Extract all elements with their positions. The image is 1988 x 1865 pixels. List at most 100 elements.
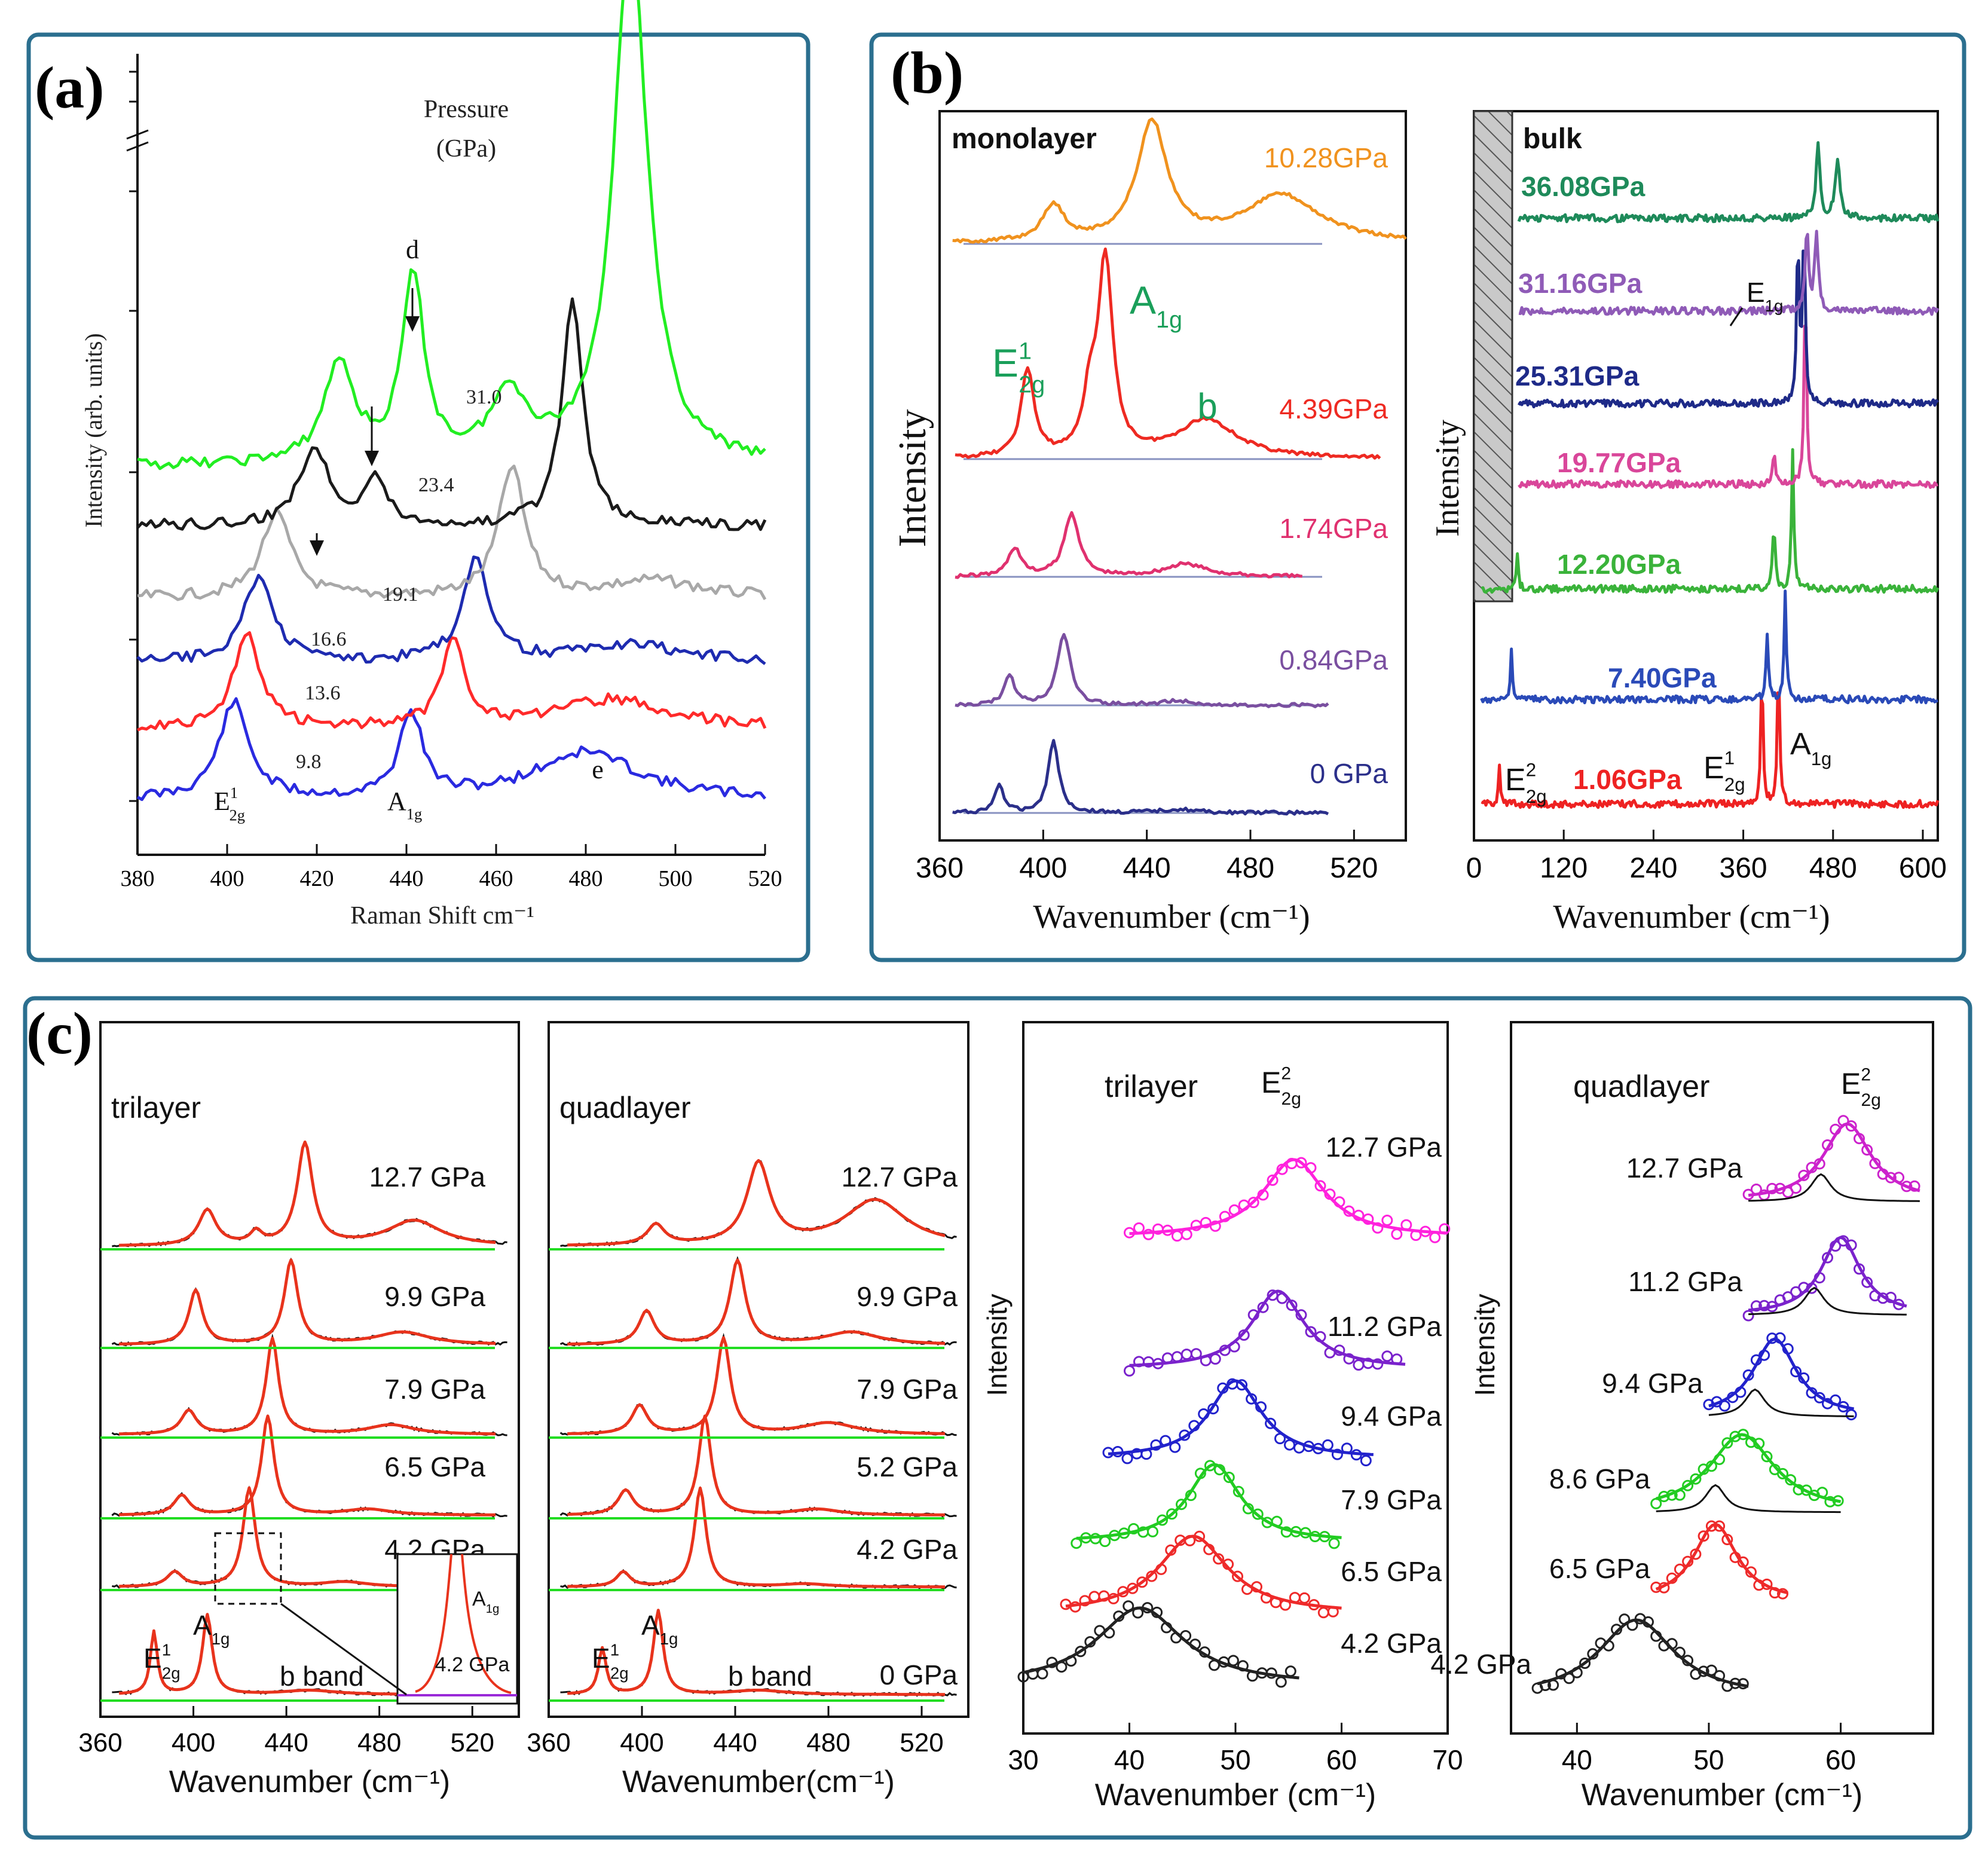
ct2-data-point bbox=[1267, 1174, 1279, 1186]
panel-b-label: (b) bbox=[891, 39, 964, 106]
bm-series-line bbox=[955, 247, 1381, 460]
ct2-data-point bbox=[1219, 1344, 1231, 1356]
ct2-data-point bbox=[1171, 1230, 1183, 1242]
ct2-data-point bbox=[1353, 1209, 1365, 1221]
cq2-data-point bbox=[1735, 1386, 1747, 1398]
ct2-data-point bbox=[1046, 1656, 1058, 1668]
panel-a-frame bbox=[26, 32, 811, 962]
a-series-label: 16.6 bbox=[311, 628, 347, 650]
cq2-data-point bbox=[1539, 1680, 1551, 1691]
ct2-data-point bbox=[1209, 1220, 1221, 1232]
panel-a-label: (a) bbox=[35, 54, 105, 121]
cq2-data-point bbox=[1602, 1640, 1614, 1652]
ct2-data-point bbox=[1188, 1420, 1200, 1432]
bm-series-line bbox=[955, 511, 1303, 579]
ct2-xtick-label: 60 bbox=[1326, 1744, 1357, 1775]
cq2-data-point bbox=[1742, 1188, 1754, 1200]
cq2-data-point bbox=[1798, 1372, 1810, 1384]
ct-inset-fit bbox=[415, 1554, 512, 1694]
bm-series-label: 4.39GPa bbox=[1279, 393, 1388, 424]
bm-xtick-label: 520 bbox=[1330, 852, 1378, 884]
ct2-data-point bbox=[1065, 1655, 1077, 1667]
ct2-data-point bbox=[1381, 1215, 1393, 1226]
ct2-data-point bbox=[1232, 1570, 1243, 1582]
ct2-data-point bbox=[1136, 1576, 1148, 1588]
bm-y-label: Intensity bbox=[891, 409, 934, 548]
cq2-series-fit bbox=[1748, 1236, 1907, 1312]
a-xtick-label: 520 bbox=[748, 866, 782, 891]
cq2-data-point bbox=[1845, 1409, 1857, 1421]
a-series-line bbox=[137, 464, 767, 601]
cq2-series-label: 6.5 GPa bbox=[1549, 1553, 1650, 1584]
ct2-data-point bbox=[1155, 1563, 1167, 1575]
cq2-series-label: 11.2 GPa bbox=[1628, 1266, 1742, 1297]
ct2-data-point bbox=[1276, 1292, 1288, 1304]
ct-series-fit bbox=[119, 1414, 496, 1517]
ct2-data-point bbox=[1088, 1591, 1100, 1603]
ct2-title: trilayer bbox=[1105, 1069, 1198, 1104]
ct-series-fit bbox=[119, 1141, 496, 1247]
bm-series-label: 10.28GPa bbox=[1264, 142, 1388, 173]
ct-xtick-label: 440 bbox=[264, 1728, 308, 1757]
ct2-data-point bbox=[1261, 1592, 1272, 1604]
ct2-data-point bbox=[1343, 1353, 1355, 1365]
ct2-data-point bbox=[1157, 1514, 1168, 1526]
cq2-data-point bbox=[1777, 1467, 1788, 1479]
ct2-data-point bbox=[1161, 1622, 1173, 1634]
cq2-data-point bbox=[1861, 1276, 1873, 1288]
a-arrow-head bbox=[310, 540, 324, 556]
cq2-data-point bbox=[1830, 1240, 1842, 1252]
cq2-data-point bbox=[1774, 1332, 1786, 1344]
ct2-data-point bbox=[1314, 1331, 1326, 1343]
bb-annotation-e2g1: E1 2g bbox=[1703, 748, 1745, 795]
a-arrow-head bbox=[365, 451, 379, 466]
ct2-data-point bbox=[1189, 1638, 1201, 1650]
ct2-data-point bbox=[1343, 1205, 1355, 1217]
a-series-line bbox=[136, 631, 767, 732]
a-annotation-a1g: A1g bbox=[387, 787, 422, 823]
a-series-line bbox=[136, 555, 766, 665]
ct2-data-point bbox=[1147, 1525, 1158, 1537]
ct2-data-point bbox=[1128, 1523, 1140, 1534]
cq2-data-point bbox=[1737, 1556, 1749, 1568]
cq2-data-point bbox=[1758, 1300, 1770, 1311]
ct2-series-label: 12.7 GPa bbox=[1326, 1132, 1442, 1163]
ct-inset bbox=[396, 1553, 518, 1705]
cq2-data-point bbox=[1769, 1587, 1781, 1599]
ct2-data-point bbox=[1165, 1544, 1177, 1556]
cq2-data-point bbox=[1758, 1349, 1770, 1361]
a-y-label: Intensity (arb. units) bbox=[80, 333, 107, 528]
bb-x-label: Wavenumber (cm⁻¹) bbox=[1553, 898, 1830, 935]
ct2-data-point bbox=[1228, 1204, 1240, 1216]
a-xtick-label: 500 bbox=[659, 866, 693, 891]
chart-b-monolayer: 360 400 440 480 520 Wavenumber (cm⁻¹) Intensit… bbox=[891, 110, 1407, 935]
cq2-data-point bbox=[1571, 1667, 1583, 1678]
a-annotation-e: e bbox=[592, 755, 604, 784]
ct2-data-point bbox=[1069, 1601, 1081, 1613]
cq2-data-point bbox=[1658, 1491, 1670, 1502]
bb-series-line bbox=[1517, 141, 1940, 224]
ct2-data-point bbox=[1209, 1659, 1220, 1671]
cq2-data-point bbox=[1813, 1272, 1825, 1284]
cq2-frame bbox=[1510, 1021, 1934, 1735]
ct2-data-point bbox=[1176, 1499, 1187, 1511]
ct2-data-point bbox=[1171, 1351, 1183, 1363]
ct2-data-point bbox=[1295, 1157, 1307, 1169]
ct2-data-point bbox=[1257, 1189, 1269, 1201]
ct2-series-label: 7.9 GPa bbox=[1341, 1484, 1442, 1515]
cq2-data-point bbox=[1705, 1460, 1717, 1472]
ct2-data-point bbox=[1124, 1227, 1135, 1239]
ct2-data-point bbox=[1350, 1449, 1362, 1461]
ct2-data-point bbox=[1207, 1403, 1219, 1415]
bm-series-line bbox=[955, 632, 1329, 708]
a-xtick-label: 380 bbox=[121, 866, 155, 891]
cq2-data-point bbox=[1813, 1158, 1825, 1170]
ct-frame bbox=[99, 1021, 520, 1718]
cq2-data-point bbox=[1813, 1392, 1825, 1404]
bm-xtick-label: 480 bbox=[1227, 852, 1274, 884]
ct2-data-point bbox=[1121, 1453, 1133, 1465]
cq-xtick-label: 520 bbox=[900, 1728, 943, 1757]
ct2-data-point bbox=[1372, 1222, 1384, 1234]
bb-annotation-e1g: E1g bbox=[1747, 277, 1783, 315]
ct-series-fit bbox=[119, 1337, 496, 1436]
